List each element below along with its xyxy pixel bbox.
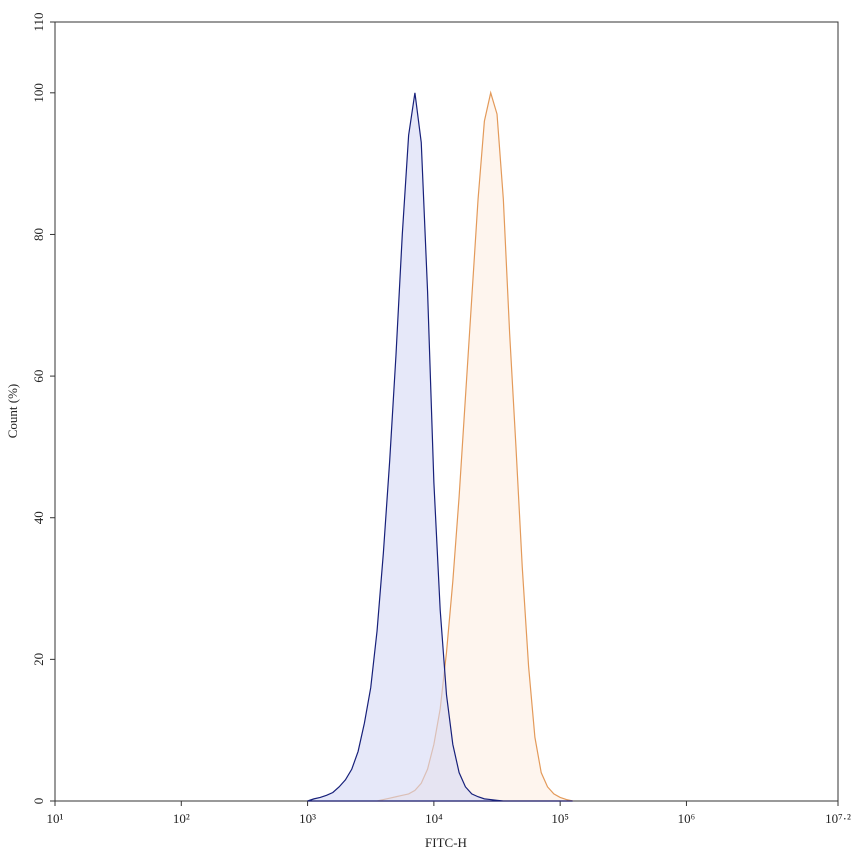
y-axis-label: Count (%) xyxy=(5,384,20,439)
y-tick-label: 20 xyxy=(31,653,46,666)
y-tick-label: 0 xyxy=(31,798,46,805)
y-tick-label: 110 xyxy=(31,12,46,31)
histogram-area xyxy=(307,92,573,802)
x-axis-label: FITC-H xyxy=(425,835,467,850)
x-tick-label: 10⁴ xyxy=(425,811,443,826)
y-tick-label: 80 xyxy=(31,228,46,241)
x-tick-label: 10⁷·² xyxy=(825,811,851,826)
y-tick-label: 60 xyxy=(31,370,46,383)
x-tick-label: 10⁵ xyxy=(551,811,569,826)
x-tick-label: 10⁶ xyxy=(678,811,696,826)
x-tick-label: 10¹ xyxy=(47,811,64,826)
y-tick-label: 100 xyxy=(31,83,46,103)
y-tick-label: 40 xyxy=(31,511,46,524)
x-tick-label: 10² xyxy=(173,811,190,826)
x-tick-label: 10³ xyxy=(299,811,316,826)
